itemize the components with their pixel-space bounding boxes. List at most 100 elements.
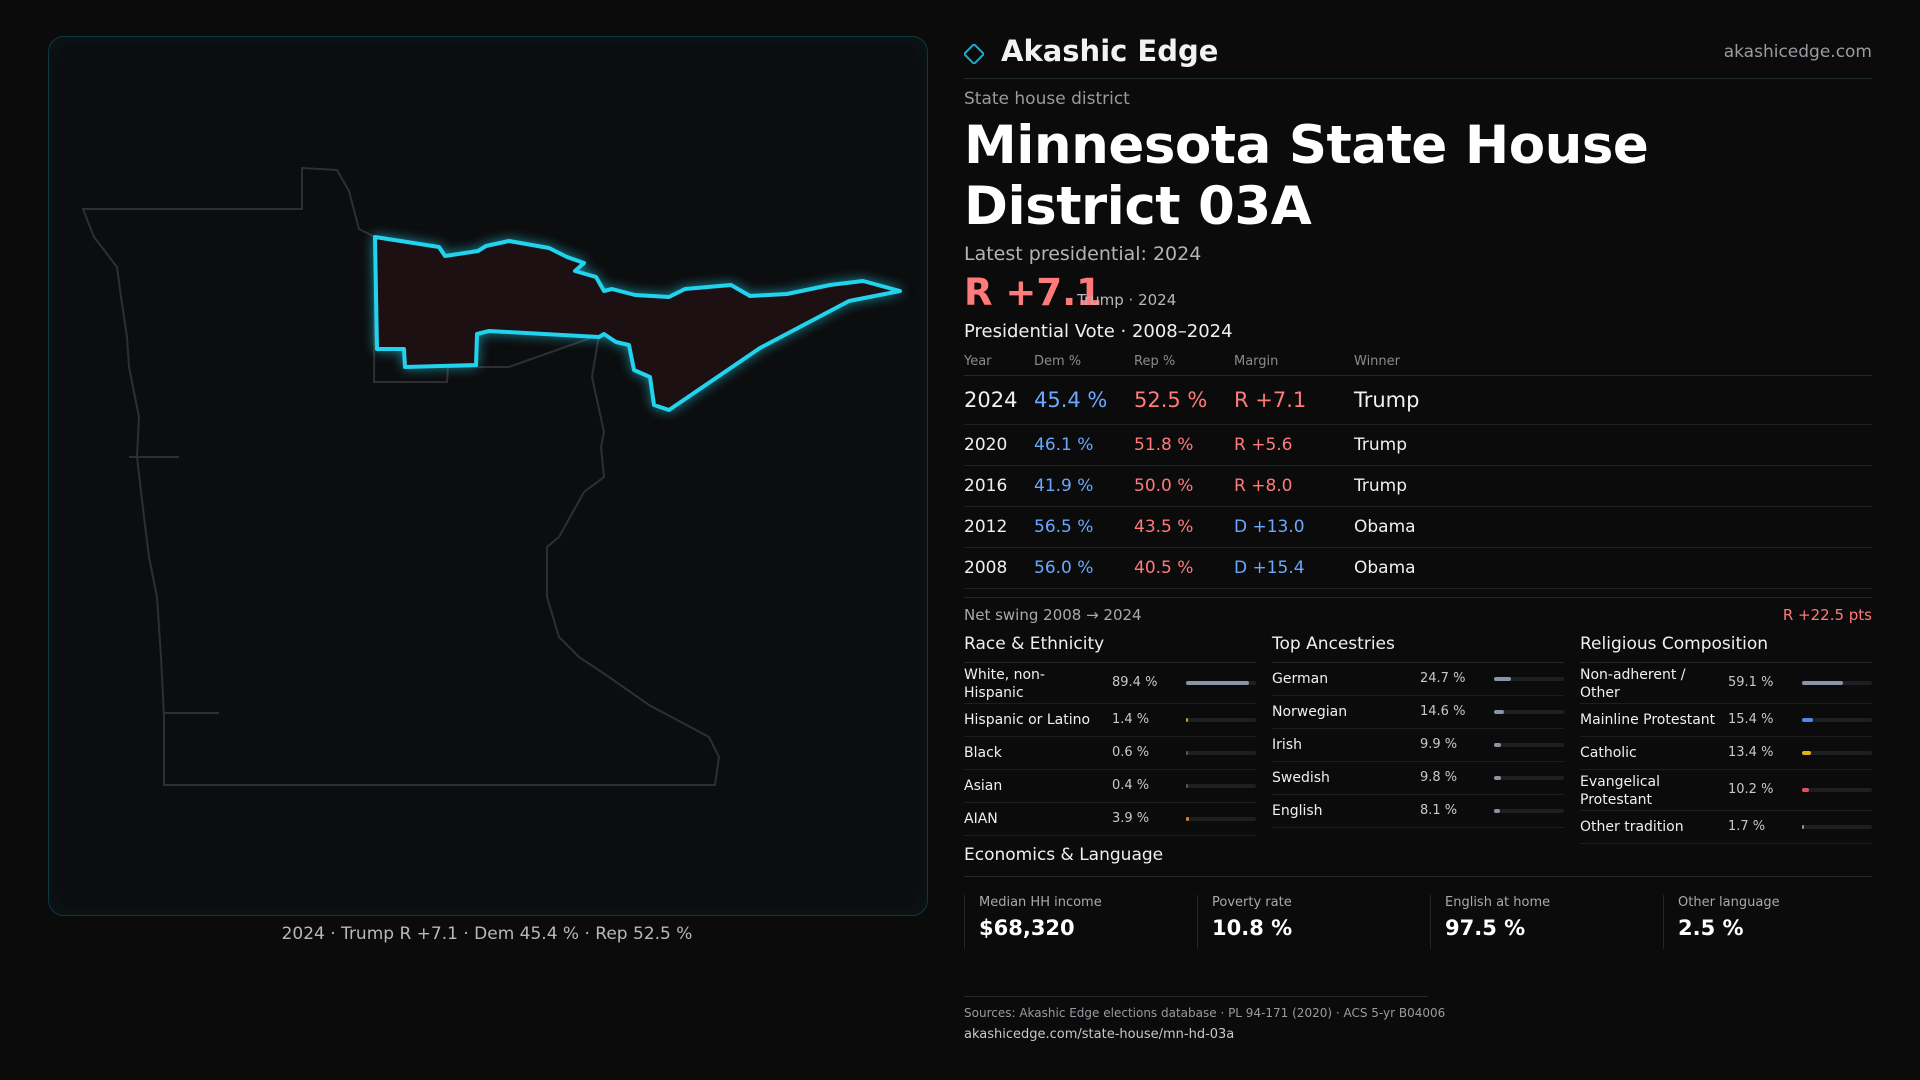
econ-label: Median HH income	[979, 895, 1102, 910]
econ-label: Poverty rate	[1212, 895, 1292, 910]
item-bar-fill	[1186, 817, 1189, 821]
detail-panel: Akashic Edge akashicedge.com State house…	[964, 30, 1872, 864]
list-item: Norwegian 14.6 %	[1272, 696, 1564, 729]
item-value: 14.6 %	[1420, 704, 1466, 719]
cell-dem: 56.0 %	[1034, 547, 1134, 589]
econ-poverty-rate: Poverty rate 10.8 %	[1197, 895, 1292, 949]
cell-margin: R +5.6	[1234, 424, 1354, 466]
econ-value: 97.5 %	[1445, 916, 1526, 940]
cell-rep: 43.5 %	[1134, 506, 1234, 548]
cell-dem: 56.5 %	[1034, 506, 1134, 548]
cell-year: 2024	[964, 375, 1034, 425]
item-value: 13.4 %	[1728, 745, 1774, 760]
col-winner: Winner	[1354, 348, 1872, 376]
item-bar	[1494, 776, 1564, 780]
item-bar	[1494, 743, 1564, 747]
table-row: 2024 45.4 % 52.5 % R +7.1 Trump	[964, 375, 1872, 425]
econ-value: $68,320	[979, 916, 1075, 940]
item-bar	[1186, 681, 1256, 685]
diamond-logo-icon	[964, 44, 984, 64]
item-label: Hispanic or Latino	[964, 712, 1091, 728]
item-label: Evangelical Protestant	[1580, 774, 1661, 808]
list-item: AIAN 3.9 %	[964, 803, 1256, 836]
race-section: Race & Ethnicity White, non-Hispanic 89.4…	[964, 634, 1256, 836]
cell-year: 2008	[964, 547, 1034, 589]
votes-table: Year Dem % Rep % Margin Winner 2024 45.4…	[964, 348, 1872, 589]
econ-median-income: Median HH income $68,320	[964, 895, 1102, 949]
item-value: 1.7 %	[1728, 819, 1766, 834]
item-bar-fill	[1186, 751, 1188, 755]
brand-header: Akashic Edge akashicedge.com	[964, 30, 1872, 79]
list-item: Swedish 9.8 %	[1272, 762, 1564, 795]
item-value: 3.9 %	[1112, 811, 1150, 826]
item-bar-fill	[1802, 788, 1809, 792]
swing-value: R +22.5 pts	[1782, 606, 1872, 624]
cell-winner: Obama	[1354, 547, 1872, 589]
big-margin-value: R +7.1	[964, 271, 1102, 314]
list-item: Catholic 13.4 %	[1580, 737, 1872, 770]
item-label: Black	[964, 745, 1002, 761]
votes-title: Presidential Vote · 2008–2024	[964, 321, 1233, 342]
race-title: Race & Ethnicity	[964, 634, 1256, 663]
econ-other-language: Other language 2.5 %	[1663, 895, 1780, 949]
item-bar	[1802, 681, 1872, 685]
item-bar	[1186, 751, 1256, 755]
cell-winner: Trump	[1354, 375, 1872, 425]
item-bar	[1802, 751, 1872, 755]
ancestry-title: Top Ancestries	[1272, 634, 1564, 663]
demographics: Race & Ethnicity White, non-Hispanic 89.4…	[964, 634, 1872, 864]
item-bar	[1494, 710, 1564, 714]
cell-winner: Trump	[1354, 424, 1872, 466]
cell-rep: 52.5 %	[1134, 375, 1234, 425]
cell-rep: 50.0 %	[1134, 465, 1234, 507]
item-bar	[1494, 677, 1564, 681]
item-bar-fill	[1494, 710, 1504, 714]
item-label: Asian	[964, 778, 1003, 794]
item-bar-fill	[1802, 825, 1804, 829]
economics-divider	[964, 876, 1872, 877]
latest-presidential: Latest presidential: 2024	[964, 243, 1202, 265]
table-row: 2020 46.1 % 51.8 % R +5.6 Trump	[964, 424, 1872, 466]
district-map-svg	[81, 166, 902, 786]
list-item: Black 0.6 %	[964, 737, 1256, 770]
cell-margin: D +15.4	[1234, 547, 1354, 589]
footer-divider	[964, 996, 1428, 997]
item-value: 8.1 %	[1420, 803, 1458, 818]
table-row: 2012 56.5 % 43.5 % D +13.0 Obama	[964, 506, 1872, 548]
item-bar-fill	[1494, 743, 1501, 747]
headline-margin: R +7.1 Trump · 2024	[964, 271, 1872, 315]
item-label: Norwegian	[1272, 704, 1348, 720]
district-map	[48, 36, 928, 916]
item-value: 9.9 %	[1420, 737, 1458, 752]
swing-label: Net swing 2008 → 2024	[964, 606, 1142, 624]
item-bar-fill	[1802, 751, 1811, 755]
item-bar	[1802, 718, 1872, 722]
item-bar-fill	[1186, 681, 1249, 685]
econ-label: English at home	[1445, 895, 1551, 910]
cell-winner: Trump	[1354, 465, 1872, 507]
item-bar	[1186, 784, 1256, 788]
item-value: 0.4 %	[1112, 778, 1150, 793]
cell-rep: 51.8 %	[1134, 424, 1234, 466]
footer-url[interactable]: akashicedge.com/state-house/mn-hd-03a	[964, 1027, 1235, 1042]
cell-dem: 41.9 %	[1034, 465, 1134, 507]
district-shape	[373, 235, 902, 412]
district-type: State house district	[964, 89, 1130, 109]
state-outline	[81, 166, 721, 786]
item-label: White, non-Hispanic	[964, 667, 1045, 701]
item-label: Non-adherent / Other	[1580, 667, 1686, 701]
religion-title: Religious Composition	[1580, 634, 1872, 663]
cell-year: 2020	[964, 424, 1034, 466]
item-bar-fill	[1802, 718, 1813, 722]
cell-dem: 46.1 %	[1034, 424, 1134, 466]
item-bar	[1494, 809, 1564, 813]
list-item: Hispanic or Latino 1.4 %	[964, 704, 1256, 737]
col-margin: Margin	[1234, 348, 1354, 376]
big-margin-sub: Trump · 2024	[1077, 291, 1177, 309]
brand-url[interactable]: akashicedge.com	[1723, 42, 1872, 62]
item-value: 1.4 %	[1112, 712, 1150, 727]
religion-section: Religious Composition Non-adherent / Oth…	[1580, 634, 1872, 844]
item-value: 89.4 %	[1112, 675, 1158, 690]
item-bar	[1802, 825, 1872, 829]
col-rep: Rep %	[1134, 348, 1234, 376]
